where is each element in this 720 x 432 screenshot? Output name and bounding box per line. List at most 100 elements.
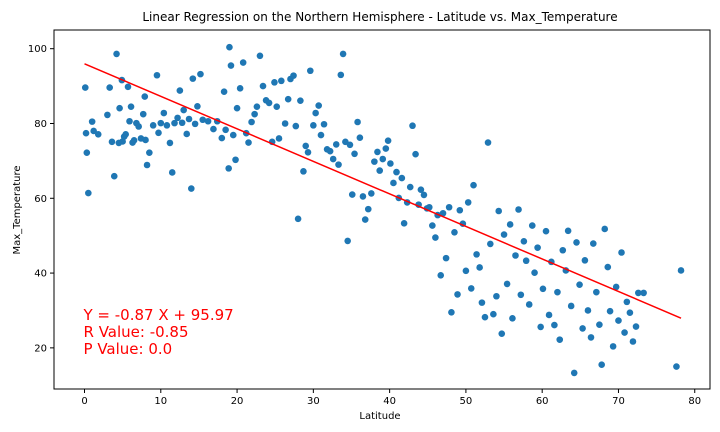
data-point	[116, 104, 123, 112]
data-point	[168, 169, 176, 176]
data-point	[178, 119, 186, 127]
plot-frame	[53, 29, 711, 390]
data-point	[290, 72, 297, 79]
data-point	[94, 131, 102, 138]
data-point	[166, 139, 174, 147]
data-point	[432, 234, 439, 241]
data-point	[180, 106, 187, 114]
data-point	[191, 120, 199, 128]
data-point	[155, 129, 162, 137]
data-point	[229, 131, 237, 139]
data-point	[271, 79, 278, 86]
data-point	[135, 123, 142, 130]
data-point	[251, 110, 258, 118]
data-point	[500, 231, 508, 238]
data-point	[615, 317, 622, 324]
data-point	[437, 272, 445, 279]
y-tick-label: 100	[28, 44, 47, 55]
data-point	[522, 257, 530, 265]
data-point	[245, 139, 252, 146]
regression-annotations: Y = -0.87 X + 95.97R Value: -0.85P Value…	[83, 306, 234, 358]
data-point	[495, 207, 503, 215]
data-point	[604, 263, 612, 271]
data-point	[294, 215, 302, 223]
x-tick-label: 40	[383, 396, 396, 407]
data-point	[292, 122, 300, 130]
data-point	[368, 190, 375, 197]
data-point	[609, 343, 617, 350]
data-point	[476, 264, 483, 271]
data-point	[90, 127, 97, 135]
data-point	[539, 285, 547, 293]
data-point	[398, 174, 406, 182]
data-point	[531, 269, 538, 276]
x-tick-label: 30	[307, 396, 320, 407]
data-point	[464, 199, 472, 206]
data-point	[232, 156, 239, 164]
data-point	[188, 185, 195, 192]
data-point	[176, 87, 184, 94]
data-point	[596, 321, 603, 328]
data-point	[525, 301, 533, 308]
data-point	[673, 363, 680, 370]
data-point	[302, 142, 310, 150]
data-point	[335, 161, 342, 168]
data-point	[339, 50, 347, 58]
data-point	[589, 240, 597, 247]
data-point	[141, 93, 149, 100]
data-point	[621, 329, 628, 336]
data-point	[346, 141, 354, 149]
data-point	[451, 229, 458, 236]
data-point	[576, 281, 583, 288]
data-point	[481, 313, 489, 321]
data-point	[153, 71, 161, 79]
data-point	[570, 369, 578, 377]
data-point	[579, 325, 586, 332]
data-point	[559, 246, 567, 254]
data-point	[332, 141, 340, 148]
data-point	[512, 252, 519, 259]
data-point	[329, 155, 337, 163]
data-point	[515, 206, 522, 213]
data-point	[174, 114, 181, 122]
data-point	[142, 136, 149, 144]
x-tick-label: 20	[231, 396, 244, 407]
data-point	[226, 43, 233, 51]
data-point	[454, 291, 461, 298]
annotation-line: Y = -0.87 X + 95.97	[83, 306, 234, 324]
data-point	[304, 148, 312, 156]
data-point	[534, 244, 541, 251]
data-point	[567, 302, 575, 310]
data-point	[225, 165, 232, 172]
data-point	[409, 122, 416, 130]
data-point	[337, 71, 345, 79]
data-point	[126, 117, 133, 125]
x-tick-label: 80	[688, 396, 701, 407]
data-point	[315, 102, 322, 109]
data-point	[473, 251, 480, 258]
data-point	[83, 149, 91, 156]
data-point	[239, 59, 247, 66]
data-point	[593, 288, 600, 296]
data-point	[412, 150, 419, 158]
data-point	[194, 102, 201, 110]
x-tick-label: 50	[460, 396, 473, 407]
data-point	[273, 103, 281, 110]
data-point	[348, 191, 356, 198]
data-point	[354, 118, 361, 126]
data-point	[528, 222, 536, 229]
data-point	[356, 134, 364, 141]
data-point	[171, 119, 178, 127]
data-point	[623, 298, 631, 306]
data-point	[587, 334, 595, 341]
data-point	[361, 216, 369, 223]
data-point	[284, 95, 292, 103]
data-point	[157, 119, 165, 127]
data-point	[376, 167, 384, 174]
data-point	[113, 50, 120, 58]
data-point	[551, 321, 558, 329]
data-point	[82, 129, 90, 137]
x-tick-label: 10	[154, 396, 167, 407]
data-point	[281, 120, 289, 127]
